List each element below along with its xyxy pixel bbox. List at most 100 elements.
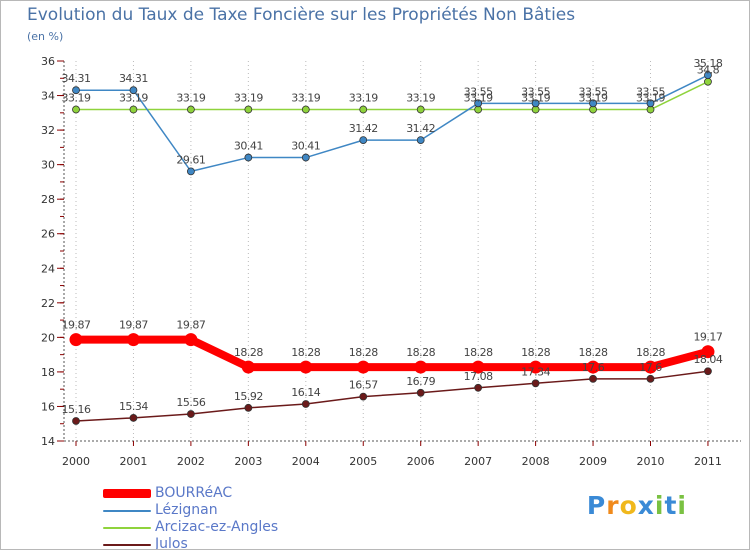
- data-point-3: [704, 367, 712, 376]
- data-label-2: 33.19: [464, 92, 493, 105]
- data-point-0: [414, 360, 428, 374]
- x-tick-label: 2003: [234, 455, 262, 468]
- data-label-1: 30.41: [291, 140, 320, 153]
- data-point-3: [646, 374, 655, 383]
- data-point-1: [72, 86, 80, 95]
- logo-letter: i: [654, 491, 665, 520]
- data-label-2: 33.19: [119, 92, 148, 105]
- x-tick-label: 2000: [62, 455, 90, 468]
- y-tick-label: 18: [41, 366, 55, 379]
- y-tick-label: 16: [41, 400, 55, 413]
- chart-title: Evolution du Taux de Taxe Foncière sur l…: [27, 5, 576, 25]
- unit-label: (en %): [27, 30, 64, 43]
- data-point-3: [531, 379, 540, 388]
- legend-swatch-2: [103, 527, 151, 529]
- data-label-0: 18.28: [291, 346, 320, 359]
- data-point-1: [646, 99, 655, 108]
- data-label-1: 29.61: [176, 153, 205, 166]
- legend-swatch-0: [103, 489, 151, 498]
- data-point-0: [644, 360, 657, 374]
- data-label-0: 18.28: [579, 346, 608, 359]
- data-point-1: [129, 86, 138, 95]
- series-line-0: [76, 335, 709, 372]
- data-point-1: [301, 153, 310, 162]
- data-label-1: 35.18: [693, 57, 722, 70]
- legend-label-3: Julos: [155, 536, 188, 550]
- data-label-0: 18.28: [406, 346, 435, 359]
- x-tick-label: 2002: [177, 455, 205, 468]
- data-point-3: [589, 374, 597, 383]
- x-tick-label: 2006: [407, 455, 435, 468]
- data-point-2: [416, 105, 425, 114]
- x-tick-label: 2010: [637, 455, 665, 468]
- data-label-2: 33.19: [636, 92, 665, 105]
- y-tick-label: 24: [41, 262, 55, 275]
- data-label-3: 18.04: [693, 353, 722, 366]
- data-label-0: 19.87: [176, 319, 205, 332]
- data-label-0: 18.28: [521, 346, 550, 359]
- data-point-1: [416, 136, 425, 145]
- data-label-2: 33.19: [579, 92, 608, 105]
- data-label-1: 31.42: [406, 122, 435, 135]
- data-point-0: [184, 333, 198, 347]
- series-line-3: [75, 370, 709, 422]
- data-point-3: [474, 383, 483, 392]
- data-label-3: 16.14: [291, 386, 320, 399]
- data-label-3: 15.92: [234, 390, 263, 403]
- data-label-3: 15.16: [62, 403, 91, 416]
- x-tick-label: 2011: [694, 455, 722, 468]
- data-label-1: 33.55: [636, 85, 665, 98]
- data-point-3: [359, 392, 368, 401]
- data-label-2: 33.19: [349, 92, 378, 105]
- data-label-3: 17.6: [582, 361, 605, 374]
- y-tick-label: 32: [41, 124, 55, 137]
- data-point-0: [126, 333, 140, 347]
- logo-letter: i: [677, 491, 687, 520]
- data-point-3: [72, 417, 80, 425]
- data-point-1: [531, 99, 540, 108]
- x-tick-label: 2004: [292, 455, 320, 468]
- data-label-1: 34.31: [62, 72, 91, 85]
- legend-swatch-3: [103, 544, 151, 546]
- y-tick-label: 26: [41, 228, 55, 241]
- proxiti-logo[interactable]: Proxiti: [587, 491, 687, 520]
- data-point-1: [474, 99, 483, 108]
- data-label-2: 33.19: [521, 92, 550, 105]
- data-label-0: 19.87: [119, 319, 148, 332]
- logo-letter: x: [637, 491, 655, 520]
- logo-letter: t: [664, 491, 678, 520]
- y-tick-label: 22: [41, 297, 55, 310]
- data-label-1: 33.55: [579, 85, 608, 98]
- data-point-1: [589, 99, 597, 108]
- data-label-1: 31.42: [349, 122, 378, 135]
- logo-letter: o: [619, 491, 638, 520]
- data-point-2: [186, 105, 195, 114]
- data-label-3: 15.34: [119, 400, 148, 413]
- data-point-3: [129, 413, 138, 422]
- data-point-2: [244, 105, 253, 114]
- data-label-2: 33.19: [62, 92, 91, 105]
- data-label-0: 19.17: [693, 331, 722, 344]
- y-tick-label: 30: [41, 159, 55, 172]
- data-label-2: 34.8: [697, 64, 720, 77]
- data-label-3: 17.08: [464, 370, 493, 383]
- legend-label-0: BOURRéAC: [155, 485, 233, 501]
- data-point-2: [359, 105, 368, 114]
- data-label-0: 18.28: [464, 346, 493, 359]
- data-point-1: [244, 153, 253, 162]
- data-point-2: [129, 105, 138, 114]
- x-tick-label: 2008: [522, 455, 550, 468]
- data-point-0: [529, 360, 543, 374]
- data-label-3: 17.6: [639, 361, 662, 374]
- data-label-3: 17.34: [521, 365, 550, 378]
- data-point-0: [69, 333, 83, 347]
- data-label-2: 33.19: [291, 92, 320, 105]
- plot-area: [64, 61, 741, 441]
- logo-letter: P: [586, 491, 607, 520]
- data-point-1: [186, 167, 195, 176]
- data-point-3: [301, 400, 310, 408]
- data-point-3: [186, 410, 195, 418]
- data-label-0: 18.28: [349, 346, 378, 359]
